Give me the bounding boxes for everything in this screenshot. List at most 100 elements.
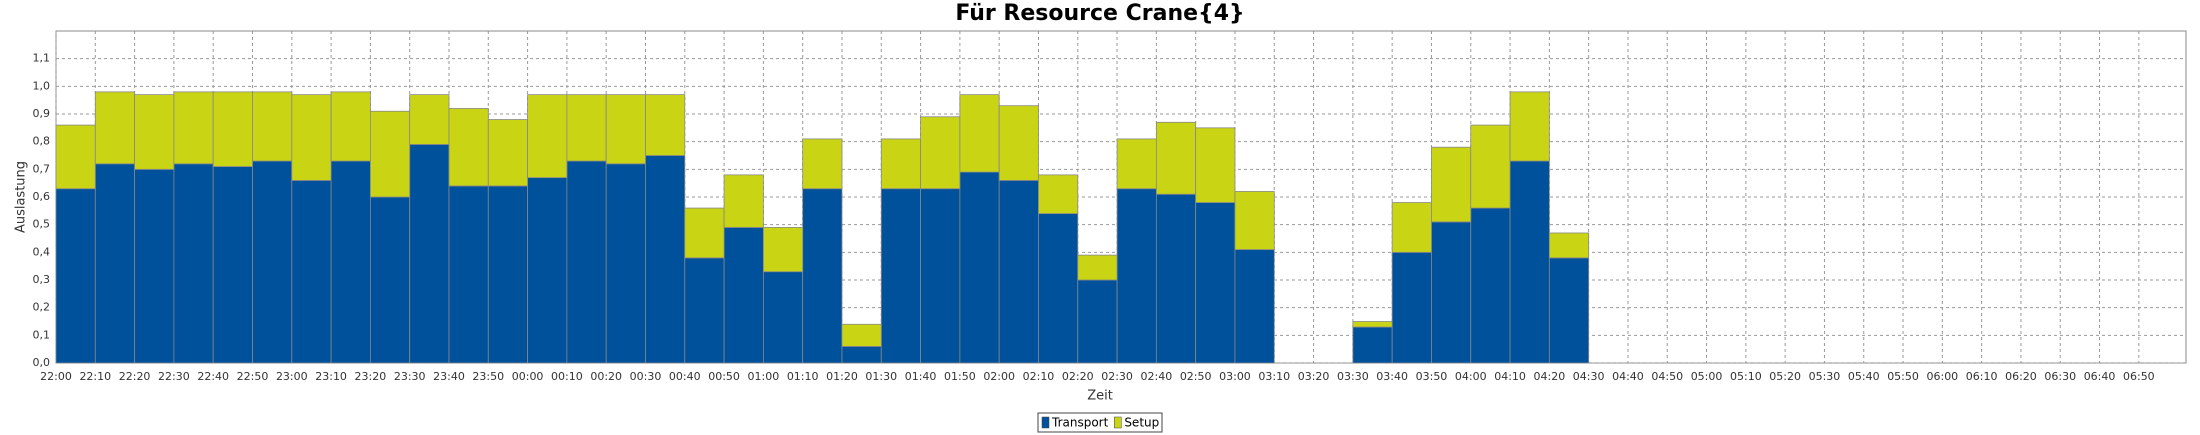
x-tick-label: 04:20 xyxy=(1534,370,1566,383)
bar-segment xyxy=(723,227,764,364)
x-tick-label: 00:30 xyxy=(630,370,662,383)
x-tick-label: 05:20 xyxy=(1769,370,1801,383)
bar-segment xyxy=(645,94,686,156)
bar-segment xyxy=(959,171,1000,364)
x-tick-label: 03:30 xyxy=(1337,370,1369,383)
bar-segment xyxy=(802,188,843,364)
bar-segment xyxy=(920,116,961,190)
x-tick-label: 23:30 xyxy=(394,370,426,383)
bar-segment xyxy=(880,188,921,364)
chart-title: Für Resource Crane{4} xyxy=(955,1,1244,26)
x-tick-label: 00:10 xyxy=(551,370,583,383)
bar-segment xyxy=(1077,279,1118,364)
x-tick-label: 23:20 xyxy=(355,370,387,383)
legend-swatch xyxy=(1041,416,1050,429)
bar-segment xyxy=(55,188,96,364)
bar-segment xyxy=(841,345,882,364)
x-tick-label: 03:20 xyxy=(1298,370,1330,383)
bar-segment xyxy=(1195,202,1236,364)
x-tick-label: 02:10 xyxy=(1023,370,1055,383)
bar-segment xyxy=(487,119,528,187)
x-tick-label: 23:10 xyxy=(315,370,347,383)
x-tick-label: 05:00 xyxy=(1691,370,1723,383)
bar-segment xyxy=(1352,326,1393,364)
bar-segment xyxy=(762,271,804,364)
bar-segment xyxy=(527,94,568,179)
bar-segment xyxy=(448,108,489,187)
bar-segment xyxy=(1038,213,1079,364)
x-tick-label: 04:00 xyxy=(1455,370,1487,383)
y-tick-label: 0,6 xyxy=(33,190,51,203)
bar-segment xyxy=(684,207,725,259)
x-tick-label: 22:30 xyxy=(158,370,190,383)
x-tick-label: 00:20 xyxy=(590,370,622,383)
bar-segment xyxy=(1470,124,1511,209)
bar-segment xyxy=(1116,188,1157,364)
y-tick-label: 0,7 xyxy=(33,162,51,175)
bar-segment xyxy=(173,163,214,364)
y-tick-label: 1,1 xyxy=(33,52,51,65)
bar-segment xyxy=(1470,207,1511,364)
bar-segment xyxy=(369,110,411,198)
x-axis-label: Zeit xyxy=(1087,389,1113,404)
bar-segment xyxy=(566,160,607,364)
x-tick-label: 02:20 xyxy=(1062,370,1094,383)
x-tick-label: 04:30 xyxy=(1573,370,1605,383)
legend-swatch xyxy=(1114,416,1122,429)
bar-segment xyxy=(527,177,568,364)
bar-segment xyxy=(55,124,96,190)
bar-segment xyxy=(1431,221,1472,364)
x-tick-label: 23:50 xyxy=(472,370,504,383)
x-tick-label: 05:40 xyxy=(1848,370,1880,383)
bar-segment xyxy=(1234,249,1275,364)
legend-box xyxy=(1037,412,1163,433)
x-tick-label: 03:00 xyxy=(1219,370,1251,383)
x-tick-label: 04:50 xyxy=(1651,370,1683,383)
y-tick-label: 0,3 xyxy=(33,273,51,286)
bar-segment xyxy=(173,91,214,165)
bar-segment xyxy=(1116,138,1157,190)
x-tick-label: 05:10 xyxy=(1730,370,1762,383)
bar-segment xyxy=(998,179,1039,364)
bar-segment xyxy=(134,94,175,170)
x-tick-label: 03:10 xyxy=(1258,370,1290,383)
bar-segment xyxy=(369,196,411,364)
bar-segment xyxy=(645,155,686,364)
y-tick-label: 0,1 xyxy=(33,328,51,341)
x-tick-label: 01:20 xyxy=(826,370,858,383)
bar-segment xyxy=(134,168,175,364)
x-tick-label: 03:50 xyxy=(1416,370,1448,383)
x-tick-label: 00:40 xyxy=(669,370,701,383)
x-tick-label: 06:40 xyxy=(2084,370,2116,383)
bar-segment xyxy=(684,257,725,364)
bar-segment xyxy=(1038,174,1079,215)
bar-segment xyxy=(566,94,607,162)
bar-segment xyxy=(1391,251,1432,364)
x-tick-label: 01:00 xyxy=(748,370,780,383)
x-tick-label: 03:40 xyxy=(1376,370,1408,383)
y-tick-label: 0,9 xyxy=(33,107,51,120)
y-tick-label: 1,0 xyxy=(33,79,51,92)
bar-segment xyxy=(762,227,804,273)
x-tick-label: 06:00 xyxy=(1926,370,1958,383)
y-tick-label: 0,8 xyxy=(33,135,51,148)
y-axis-label: Auslastung xyxy=(14,161,29,233)
x-tick-label: 01:50 xyxy=(944,370,976,383)
bar-segment xyxy=(330,91,371,162)
bar-segment xyxy=(723,174,764,228)
bar-segment xyxy=(487,185,528,364)
y-tick-label: 0,4 xyxy=(33,245,51,258)
bar-segment xyxy=(252,160,293,364)
bar-segment xyxy=(998,105,1039,181)
x-tick-label: 01:40 xyxy=(905,370,937,383)
x-tick-label: 01:30 xyxy=(865,370,897,383)
bar-segment xyxy=(1155,193,1197,364)
bar-segment xyxy=(841,323,882,347)
bar-segment xyxy=(94,163,135,364)
x-tick-label: 06:50 xyxy=(2123,370,2155,383)
bar-segment xyxy=(959,94,1000,173)
bar-segment xyxy=(880,138,921,190)
x-tick-label: 02:50 xyxy=(1180,370,1212,383)
x-tick-label: 23:40 xyxy=(433,370,465,383)
